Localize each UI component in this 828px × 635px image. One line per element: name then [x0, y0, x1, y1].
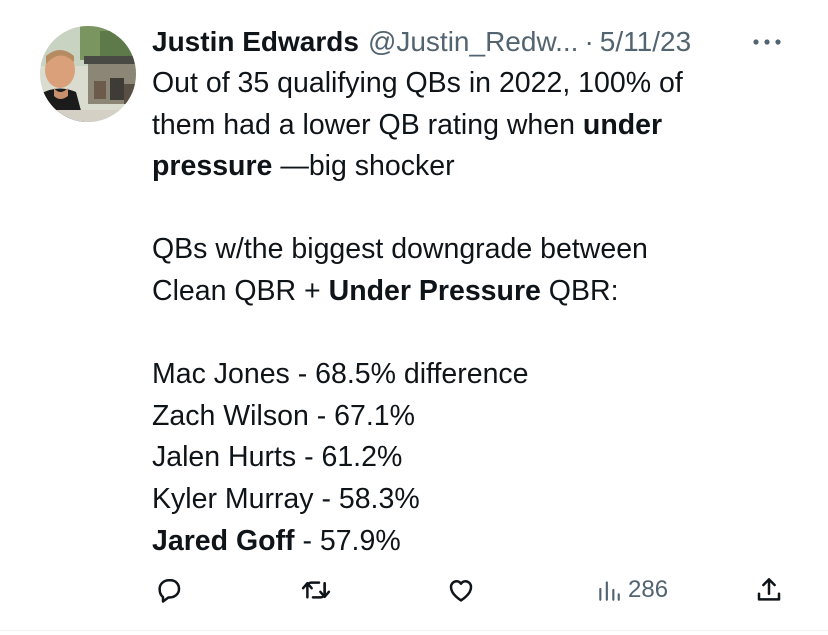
text-span: them had a lower QB rating when [152, 108, 583, 141]
text-span: Clean QBR + [152, 274, 329, 307]
retweet-button[interactable] [300, 570, 332, 610]
list-item: Zach Wilson - 67.1% [152, 396, 802, 438]
views-count: 286 [628, 576, 669, 603]
more-options-button[interactable] [747, 28, 787, 56]
separator-dot: · [584, 26, 594, 57]
like-button[interactable] [446, 570, 476, 610]
list-item: Kyler Murray - 58.3% [152, 479, 802, 521]
tweet-line: QBs w/the biggest downgrade between [152, 229, 802, 271]
tweet-line: pressure —big shocker [152, 146, 802, 188]
player-value: - 67.1% [308, 399, 415, 432]
author-name[interactable]: Justin Edwards [152, 26, 359, 57]
bold-text: pressure [152, 150, 273, 183]
bold-text: under [582, 108, 663, 141]
blank-line [152, 313, 802, 355]
divider [0, 630, 828, 631]
player-name: Kyler Murray [152, 482, 314, 515]
reply-icon [158, 579, 181, 603]
text-span: Out of 35 qualifying QBs in 2022, 100% o… [152, 67, 683, 99]
player-value: - 68.5% difference [289, 358, 529, 391]
text-span: QBR: [540, 274, 619, 307]
player-value: - 58.3% [313, 482, 420, 515]
player-name: Zach Wilson [152, 399, 309, 432]
player-value: - 57.9% [294, 524, 401, 557]
share-icon [757, 578, 781, 601]
list-item: Jared Goff - 57.9% [152, 521, 802, 563]
list-item: Jalen Hurts - 61.2% [152, 437, 802, 479]
bold-text: Under Pressure [328, 274, 541, 307]
text-span: QBs w/the biggest downgrade between [152, 233, 648, 266]
tweet-line: Out of 35 qualifying QBs in 2022, 100% o… [152, 63, 802, 105]
action-bar: 286 [150, 570, 790, 610]
list-item: Mac Jones - 68.5% difference [152, 354, 802, 396]
avatar-photo [40, 26, 136, 122]
player-name: Mac Jones [152, 358, 290, 391]
author-handle[interactable]: @Justin_Redw... [367, 26, 579, 57]
like-icon [449, 580, 473, 602]
player-name: Jared Goff [152, 524, 295, 557]
views-button[interactable]: 286 [596, 570, 668, 610]
blank-line [152, 188, 802, 230]
more-horizontal-icon [753, 39, 781, 45]
tweet-line: Clean QBR + Under Pressure QBR: [152, 271, 802, 313]
views-icon [599, 581, 620, 601]
avatar[interactable] [40, 26, 136, 122]
retweet-icon [301, 581, 331, 599]
tweet-text: Out of 35 qualifying QBs in 2022, 100% o… [152, 63, 802, 562]
tweet-date[interactable]: 5/11/23 [599, 26, 692, 57]
reply-button[interactable] [154, 570, 184, 610]
player-value: - 61.2% [296, 441, 403, 474]
player-name: Jalen Hurts [152, 441, 297, 474]
tweet-header: Justin Edwards @Justin_Redw... · 5/11/23 [152, 22, 792, 62]
share-button[interactable] [754, 570, 784, 610]
tweet-line: them had a lower QB rating when under [152, 105, 802, 147]
text-span: —big shocker [272, 150, 455, 183]
